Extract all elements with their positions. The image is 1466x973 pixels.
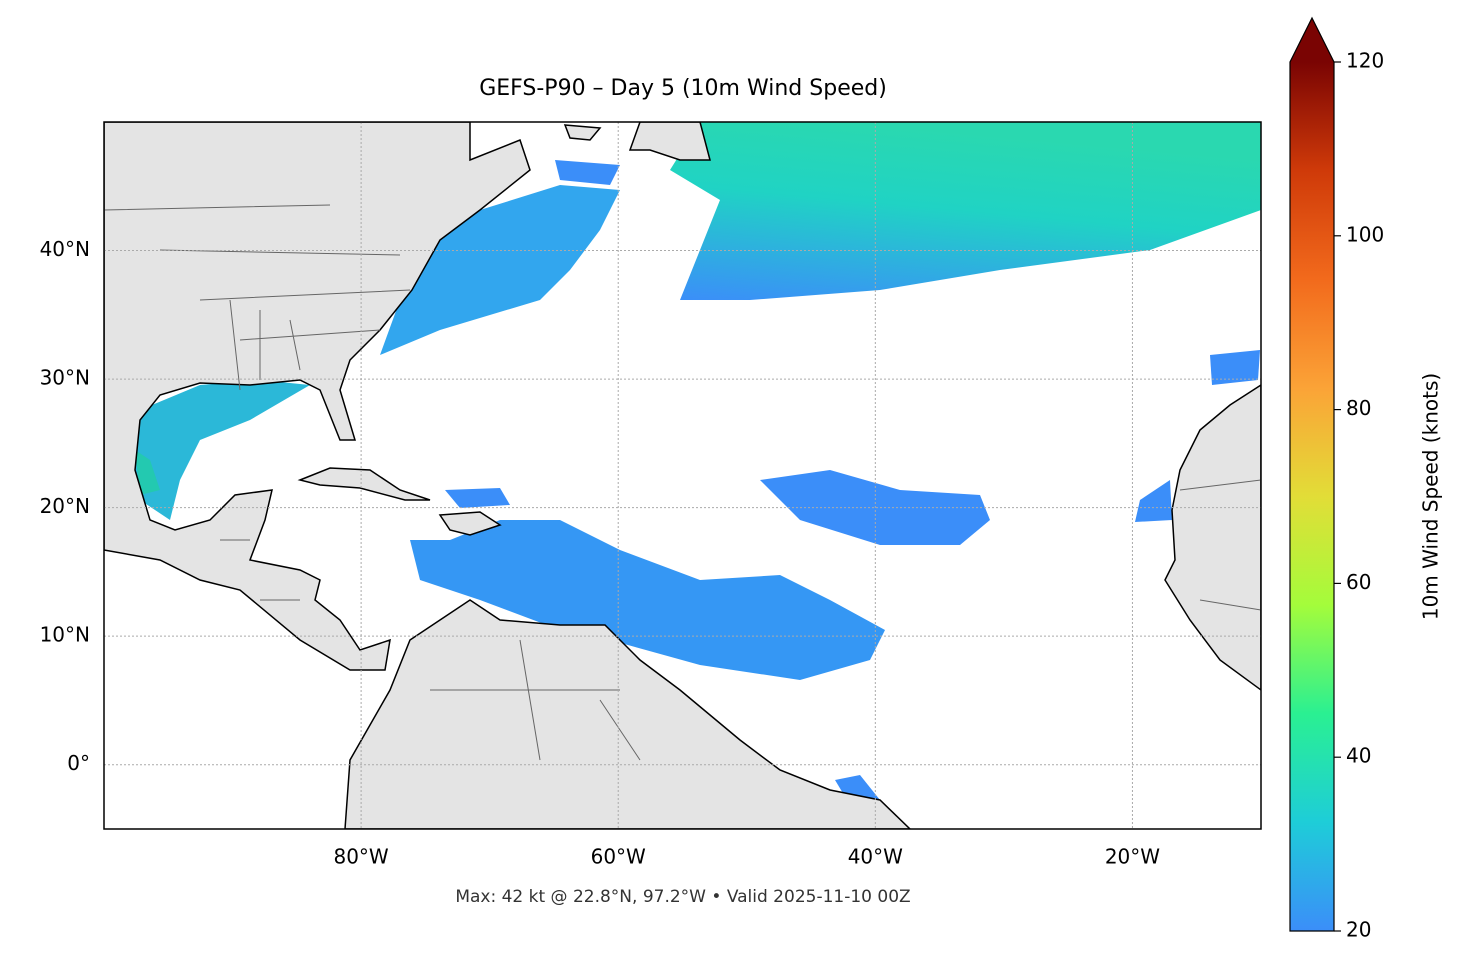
footer: Max: 42 kt @ 22.8°N, 97.2°W • Valid 2025…	[455, 887, 910, 907]
colorbar-extend	[1290, 18, 1334, 62]
land	[104, 122, 1261, 829]
x-tick-label: 80°W	[333, 845, 388, 869]
colorbar-frame	[1289, 16, 1335, 932]
gridlines	[104, 122, 1261, 829]
colorbar-tick-label: 80	[1346, 396, 1371, 420]
y-tick-label: 40°N	[40, 237, 90, 261]
colorbar: 20 40 60 80 100 120 10m Wind Speed (knots)	[1289, 16, 1443, 942]
colorbar-tick-label: 40	[1346, 744, 1371, 768]
x-tick-label: 60°W	[591, 845, 646, 869]
colorbar-tick-label: 100	[1346, 222, 1384, 246]
y-tick-label: 10°N	[40, 623, 90, 647]
map-frame	[103, 121, 1262, 830]
colorbar-label: 10m Wind Speed (knots)	[1419, 373, 1443, 620]
colorbar-gradient	[1290, 62, 1334, 931]
x-tick-label: 20°W	[1105, 845, 1160, 869]
x-tick-label: 40°W	[848, 845, 903, 869]
y-tick-label: 30°N	[40, 366, 90, 390]
y-tick-label: 20°N	[40, 494, 90, 518]
axis-ticks: 80°W 60°W 40°W 20°W 0° 10°N 20°N 30°N 40°N	[40, 237, 1161, 868]
y-tick-label: 0°	[67, 751, 90, 775]
colorbar-tick-label: 120	[1346, 49, 1384, 73]
wind-field	[130, 122, 1261, 805]
colorbar-tick-label: 20	[1346, 918, 1371, 942]
colorbar-tick-label: 60	[1346, 570, 1371, 594]
map-title: GEFS-P90 – Day 5 (10m Wind Speed)	[479, 76, 887, 101]
map-area	[104, 122, 1261, 829]
